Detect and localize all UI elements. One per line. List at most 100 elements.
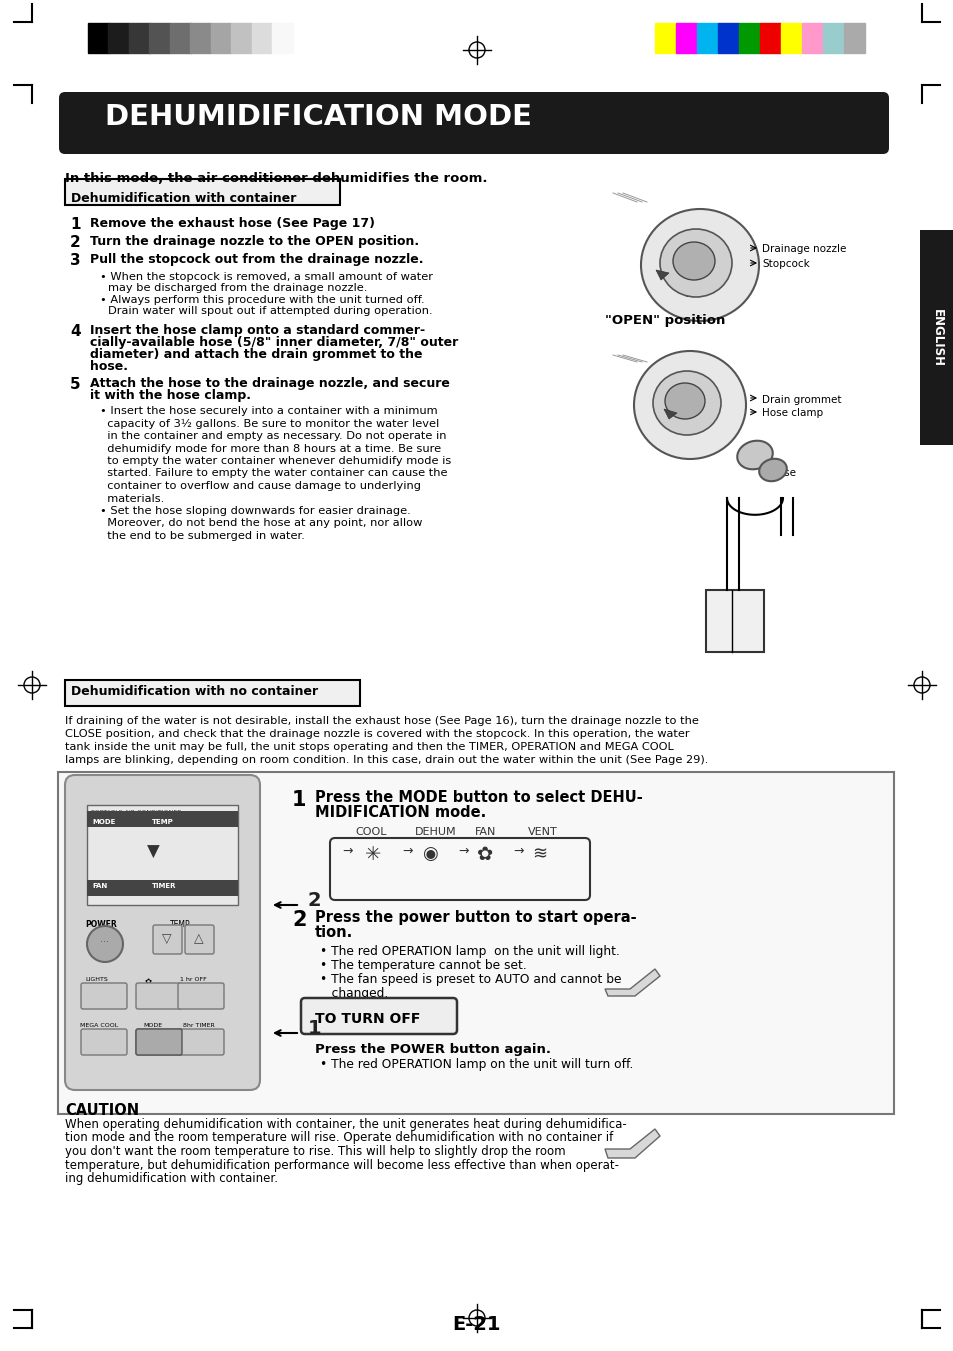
Ellipse shape [640,209,759,322]
Text: Press the power button to start opera-: Press the power button to start opera- [314,911,636,925]
Bar [739,23,760,53]
Text: • The red OPERATION lamp  on the unit will light.: • The red OPERATION lamp on the unit wil… [319,944,619,958]
Text: • The red OPERATION lamp on the unit will turn off.: • The red OPERATION lamp on the unit wil… [319,1058,633,1071]
Text: Dehumidification with no container: Dehumidification with no container [71,685,317,698]
Text: started. Failure to empty the water container can cause the: started. Failure to empty the water cont… [100,469,447,478]
Text: ✿: ✿ [145,977,152,986]
Text: changed.: changed. [319,988,388,1000]
Ellipse shape [664,382,704,419]
Text: →: → [457,844,468,858]
Text: in the container and empty as necessary. Do not operate in: in the container and empty as necessary.… [100,431,446,440]
Text: MIDIFICATION mode.: MIDIFICATION mode. [314,805,486,820]
Bar [129,23,150,53]
Text: Drain water will spout out if attempted during operation.: Drain water will spout out if attempted … [108,305,432,316]
Text: In this mode, the air conditioner dehumidifies the room.: In this mode, the air conditioner dehumi… [65,172,487,185]
Text: POWER: POWER [85,920,116,929]
Bar [150,23,171,53]
Text: it with the hose clamp.: it with the hose clamp. [90,389,251,403]
Text: 1 hr OFF: 1 hr OFF [180,977,207,982]
Bar [87,805,237,905]
Text: Press the MODE button to select DEHU-: Press the MODE button to select DEHU- [314,790,642,805]
Text: Press the POWER button again.: Press the POWER button again. [314,1043,551,1056]
Text: tank inside the unit may be full, the unit stops operating and then the TIMER, O: tank inside the unit may be full, the un… [65,742,673,753]
Text: →: → [513,844,523,858]
Text: diameter) and attach the drain grommet to the: diameter) and attach the drain grommet t… [90,349,422,361]
Polygon shape [604,1129,659,1158]
Bar [88,23,109,53]
FancyBboxPatch shape [152,925,182,954]
Bar [705,590,763,653]
Text: materials.: materials. [100,493,164,504]
Bar [191,23,212,53]
Text: ▼: ▼ [147,843,159,861]
Text: 1: 1 [292,790,306,811]
Text: MODE: MODE [143,1023,162,1028]
Ellipse shape [659,230,731,297]
Ellipse shape [737,440,772,469]
Text: hose.: hose. [90,359,128,373]
FancyBboxPatch shape [81,984,127,1009]
Text: ✳: ✳ [365,844,381,865]
Bar [58,771,893,1115]
Bar [87,811,237,827]
Text: ENGLISH: ENGLISH [929,309,943,367]
Text: ✿: ✿ [476,844,493,865]
Text: LIGHTS: LIGHTS [85,977,108,982]
Text: Dehumidification with container: Dehumidification with container [71,192,296,205]
Text: may be discharged from the drainage nozzle.: may be discharged from the drainage nozz… [108,282,367,293]
Text: container to overflow and cause damage to underlying: container to overflow and cause damage t… [100,481,420,490]
Text: TEMP: TEMP [170,920,191,929]
Circle shape [87,925,123,962]
FancyBboxPatch shape [330,838,589,900]
Text: CAUTION: CAUTION [65,1102,139,1119]
Text: Pull the stopcock out from the drainage nozzle.: Pull the stopcock out from the drainage … [90,253,423,266]
Bar [718,23,739,53]
Bar [801,23,822,53]
Text: Remove the exhaust hose (See Page 17): Remove the exhaust hose (See Page 17) [90,218,375,230]
Text: lamps are blinking, depending on room condition. In this case, drain out the wat: lamps are blinking, depending on room co… [65,755,708,765]
Bar [655,23,676,53]
Bar [781,23,801,53]
Text: MODE: MODE [91,819,115,825]
FancyBboxPatch shape [59,92,888,154]
Text: PORTABLE AIR CONDITIONER: PORTABLE AIR CONDITIONER [91,811,181,815]
FancyBboxPatch shape [178,1029,224,1055]
Text: Stopcock: Stopcock [761,259,809,269]
Text: 8hr TIMER: 8hr TIMER [183,1023,214,1028]
Text: 2: 2 [70,235,81,250]
Bar [843,23,864,53]
Text: TIMER: TIMER [152,884,176,889]
Ellipse shape [652,372,720,435]
Text: the end to be submerged in water.: the end to be submerged in water. [100,531,305,540]
Bar [760,23,781,53]
Bar [697,23,718,53]
Text: →: → [341,844,352,858]
Text: you don't want the room temperature to rise. This will help to slightly drop the: you don't want the room temperature to r… [65,1146,565,1158]
Text: When operating dehumidification with container, the unit generates heat during d: When operating dehumidification with con… [65,1119,626,1131]
FancyBboxPatch shape [301,998,456,1034]
Text: ≋: ≋ [532,844,547,863]
Text: cially-available hose (5/8" inner diameter, 7/8" outer: cially-available hose (5/8" inner diamet… [90,336,457,349]
FancyBboxPatch shape [178,984,224,1009]
Text: Hose: Hose [769,467,795,478]
Bar [65,680,359,707]
Text: 4: 4 [70,324,81,339]
Text: temperature, but dehumidification performance will become less effective than wh: temperature, but dehumidification perfor… [65,1159,618,1171]
Ellipse shape [672,242,714,280]
FancyBboxPatch shape [136,1029,182,1055]
Text: Moreover, do not bend the hose at any point, nor allow: Moreover, do not bend the hose at any po… [100,519,422,528]
FancyBboxPatch shape [185,925,213,954]
Text: FAN: FAN [91,884,107,889]
FancyBboxPatch shape [136,984,182,1009]
Text: • The fan speed is preset to AUTO and cannot be: • The fan speed is preset to AUTO and ca… [319,973,620,986]
Text: TO TURN OFF: TO TURN OFF [314,1012,420,1025]
Text: Turn the drainage nozzle to the OPEN position.: Turn the drainage nozzle to the OPEN pos… [90,235,418,249]
Text: Hose clamp: Hose clamp [761,408,822,417]
Bar [919,230,953,444]
FancyBboxPatch shape [65,775,260,1090]
Text: ▽: ▽ [162,932,172,944]
Text: DEHUM: DEHUM [415,827,456,838]
Text: CLOSE position, and check that the drainage nozzle is covered with the stopcock.: CLOSE position, and check that the drain… [65,730,689,739]
Text: dehumidify mode for more than 8 hours at a time. Be sure: dehumidify mode for more than 8 hours at… [100,443,440,454]
Bar [676,23,697,53]
